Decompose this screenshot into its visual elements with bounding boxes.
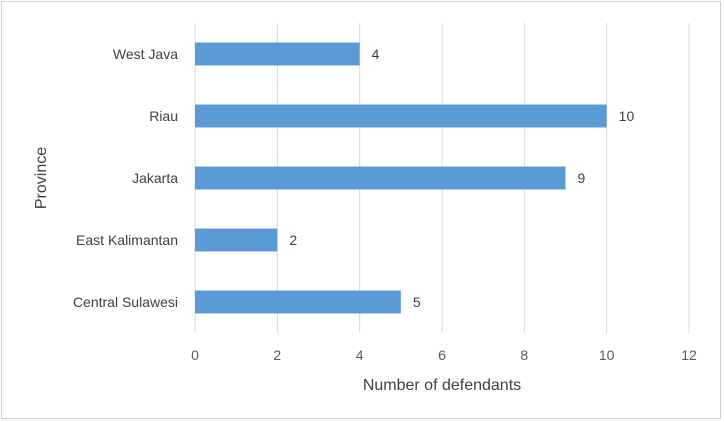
x-tick-label: 4: [356, 347, 364, 363]
bars: [195, 42, 607, 314]
bar-riau: [195, 104, 607, 128]
x-axis-title: Number of defendants: [363, 377, 521, 394]
data-label: 4: [372, 46, 380, 62]
bar-west-java: [195, 42, 360, 66]
data-labels: 4 10 9 2 5: [289, 46, 634, 310]
bar-jakarta: [195, 166, 566, 190]
category-label: Riau: [149, 108, 178, 124]
category-labels: West Java Riau Jakarta East Kalimantan Centr…: [73, 46, 178, 310]
data-label: 2: [289, 232, 297, 248]
data-label: 5: [413, 294, 421, 310]
x-tick-label: 0: [191, 347, 199, 363]
x-tick-label: 8: [520, 347, 528, 363]
x-tick-label: 10: [599, 347, 615, 363]
x-tick-label: 2: [273, 347, 281, 363]
category-label: Jakarta: [132, 170, 178, 186]
bar-central-sulawesi: [195, 290, 401, 314]
x-tick-labels: 0 2 4 6 8 10 12: [191, 347, 697, 363]
category-label: Central Sulawesi: [73, 294, 178, 310]
data-label: 9: [578, 170, 586, 186]
data-label: 10: [619, 108, 635, 124]
bar-east-kalimantan: [195, 228, 278, 252]
x-tick-label: 6: [438, 347, 446, 363]
category-label: East Kalimantan: [76, 232, 178, 248]
y-axis-title: Province: [33, 147, 50, 209]
x-tick-label: 12: [681, 347, 697, 363]
category-label: West Java: [113, 46, 178, 62]
